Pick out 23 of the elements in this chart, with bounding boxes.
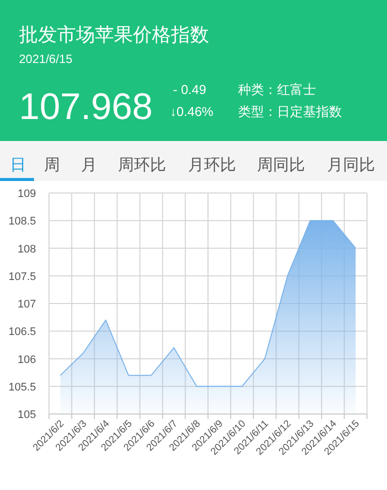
text: 日 <box>10 157 26 174</box>
text: 107.968 <box>19 86 153 127</box>
text: 种类：红富士 <box>238 82 316 97</box>
y-tick-label: 105 <box>18 409 36 421</box>
y-tick-label: 107 <box>18 298 36 310</box>
y-tick-label: 106.5 <box>8 326 36 338</box>
y-tick-label: 108.5 <box>8 216 36 228</box>
text: 周环比 <box>118 156 166 174</box>
chart-subtitle: 2021/6/15 <box>19 52 73 66</box>
text: 周 <box>44 157 60 174</box>
text: 类型：日定基指数 <box>238 104 342 119</box>
y-tick-label: 107.5 <box>8 270 36 283</box>
text: 月同比 <box>327 156 375 174</box>
text: - 0.49 <box>173 82 206 97</box>
y-tick-label: 106 <box>18 354 36 366</box>
text: 月 <box>81 157 97 174</box>
y-tick-label: 108 <box>18 243 36 256</box>
text: 周同比 <box>257 156 305 174</box>
text: 月环比 <box>188 156 236 174</box>
y-tick-label: 109 <box>18 188 36 200</box>
text: ↓0.46% <box>170 104 214 119</box>
chart-title: 批发市场苹果价格指数 <box>19 24 209 46</box>
y-tick-label: 105.5 <box>8 381 36 394</box>
